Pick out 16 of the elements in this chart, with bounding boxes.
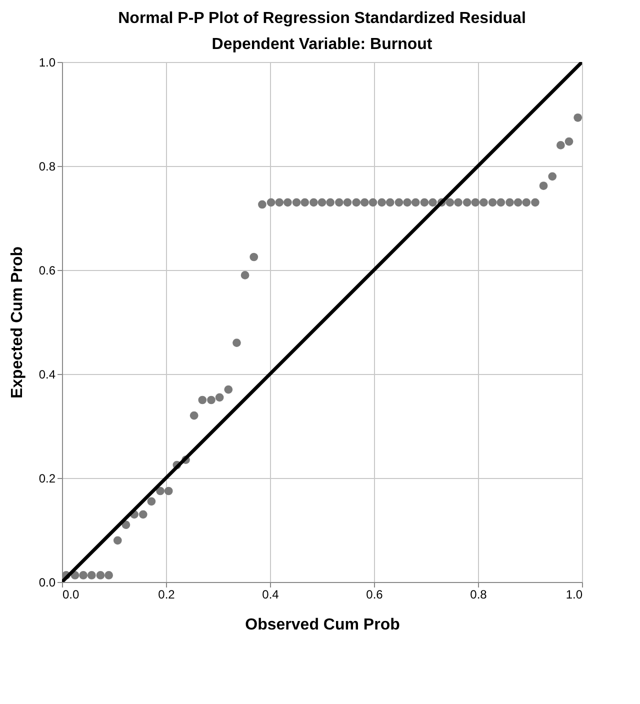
y-tick-label: 0.2 <box>38 472 56 486</box>
x-tick-label: 0.8 <box>470 588 488 602</box>
chart-title: Normal P-P Plot of Regression Standardized Residual <box>118 10 526 27</box>
y-tick-label: 0.4 <box>38 368 56 382</box>
y-tick-label: 1.0 <box>38 56 56 70</box>
chart-subtitle: Dependent Variable: Burnout <box>212 36 433 53</box>
x-tick-label: 0.0 <box>62 588 80 602</box>
y-tick-label: 0.0 <box>38 576 56 590</box>
x-tick-label: 0.2 <box>158 588 176 602</box>
x-tick-label: 0.4 <box>262 588 280 602</box>
y-tick-label: 0.6 <box>38 264 56 278</box>
y-tick-label: 0.8 <box>38 160 56 174</box>
y-axis-title: Expected Cum Prob <box>8 246 26 399</box>
x-axis-title: Observed Cum Prob <box>245 616 400 634</box>
x-tick-label: 0.6 <box>366 588 384 602</box>
x-tick-label: 1.0 <box>566 588 583 602</box>
